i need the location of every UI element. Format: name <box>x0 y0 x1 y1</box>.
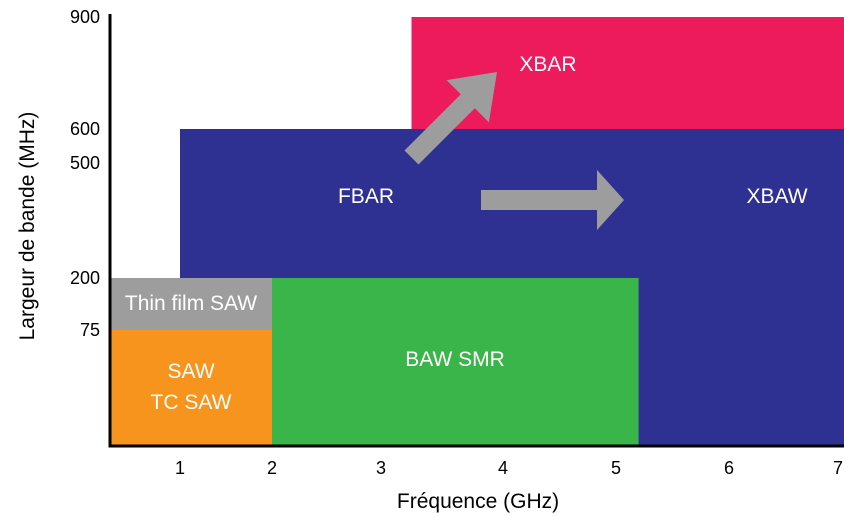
y-tick-label: 200 <box>70 268 100 288</box>
x-tick-label: 1 <box>175 458 185 478</box>
y-tick-label: 600 <box>70 119 100 139</box>
x-tick-label: 5 <box>611 458 621 478</box>
region-label-xbaw: XBAW <box>746 185 807 208</box>
x-tick-label: 7 <box>833 458 843 478</box>
y-axis-title: Largeur de bande (MHz) <box>16 112 39 341</box>
x-tick-label: 4 <box>498 458 508 478</box>
x-tick-label: 6 <box>724 458 734 478</box>
x-tick-label: 3 <box>376 458 386 478</box>
region-xbar <box>411 17 844 129</box>
region-thin-film-saw <box>110 278 272 330</box>
chart-arrows <box>404 72 624 230</box>
arrow-fbar-to-xbaw <box>481 170 624 230</box>
y-tick-label: 500 <box>70 153 100 173</box>
region-label-thin-film-saw: Thin film SAW <box>125 292 257 315</box>
region-label-tc-saw: TC SAW <box>151 391 232 414</box>
region-baw-smr <box>272 278 639 446</box>
region-label-saw: SAW <box>167 360 214 383</box>
y-tick-label: 900 <box>70 7 100 27</box>
region-label-baw-smr: BAW SMR <box>405 348 505 371</box>
y-tick-label: 75 <box>80 320 100 340</box>
region-label-fbar: FBAR <box>338 185 394 208</box>
x-tick-label: 2 <box>267 458 277 478</box>
chart-regions <box>110 17 844 446</box>
chart-axes <box>108 14 844 448</box>
chart-ticks: 1 2 3 4 5 6 7 900 600 500 200 75 <box>70 7 843 478</box>
region-saw <box>110 330 272 446</box>
x-axis-title: Fréquence (GHz) <box>397 490 559 513</box>
arrow-fbar-to-xbar <box>404 72 497 165</box>
chart-labels: FBAR XBAR Thin film SAW SAW TC SAW BAW SMR XBA… <box>125 53 808 414</box>
region-label-xbar: XBAR <box>519 53 576 76</box>
